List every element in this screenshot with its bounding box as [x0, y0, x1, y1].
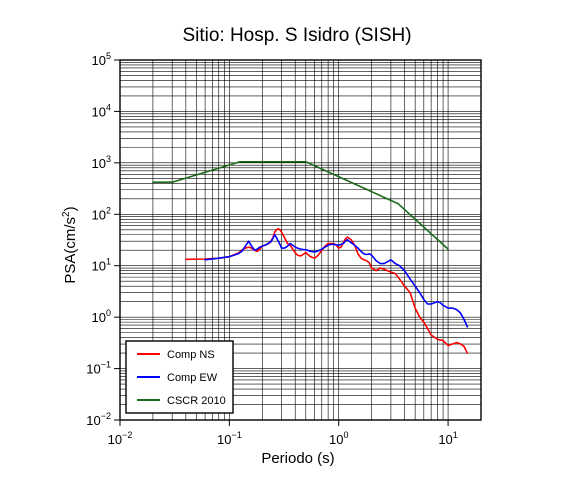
- y-tick-label-base: 10: [92, 156, 106, 171]
- chart-grid: [119, 59, 482, 421]
- x-tick-label: 10−2: [108, 430, 133, 447]
- legend-label: Comp NS: [167, 349, 215, 361]
- x-tick-label-base: 10: [108, 432, 122, 447]
- chart-series: [152, 160, 469, 354]
- legend-label: CSCR 2010: [167, 395, 226, 407]
- y-tick-label: 104: [92, 102, 111, 119]
- chart-title: Sitio: Hosp. S Isidro (SISH): [182, 25, 411, 46]
- x-tick-label: 100: [329, 430, 348, 447]
- series-line-1: [185, 228, 469, 354]
- y-tick-label-exponent: −2: [101, 411, 111, 421]
- series-line-2: [204, 233, 469, 328]
- legend-entries: Comp NS Comp EW CSCR 2010: [137, 349, 226, 407]
- y-tick-label: 105: [92, 51, 111, 68]
- y-tick-label-exponent: 1: [106, 257, 111, 267]
- y-axis-label: PSA(cm/s2): [61, 206, 79, 283]
- chart-legend: Comp NS Comp EW CSCR 2010: [125, 340, 234, 414]
- x-tick-label: 101: [438, 430, 457, 447]
- x-axis-label: Periodo (s): [261, 450, 334, 467]
- x-tick-label-base: 10: [329, 432, 343, 447]
- x-tick-label: 10−1: [217, 430, 242, 447]
- y-tick-label: 10−2: [86, 411, 111, 428]
- y-tick-label: 103: [92, 154, 111, 171]
- y-tick-label: 101: [92, 257, 111, 274]
- x-tick-label-exponent: −2: [122, 430, 132, 440]
- y-tick-label-base: 10: [92, 259, 106, 274]
- y-tick-label-base: 10: [92, 104, 106, 119]
- y-tick-label: 10−1: [86, 360, 111, 377]
- y-tick-label-base: 10: [92, 207, 106, 222]
- y-axis-label-base: PSA(cm/s: [62, 217, 79, 284]
- x-tick-label-base: 10: [438, 432, 452, 447]
- plot-area-frame: [119, 59, 482, 421]
- y-tick-label-exponent: −1: [101, 360, 111, 370]
- y-tick-label-exponent: 4: [106, 102, 111, 112]
- x-tick-label-exponent: −1: [231, 430, 241, 440]
- axis-ticks: [114, 59, 449, 426]
- x-tick-label-base: 10: [217, 432, 231, 447]
- y-tick-label-exponent: 0: [106, 308, 111, 318]
- y-tick-label: 102: [92, 205, 111, 222]
- x-tick-label-exponent: 0: [343, 430, 348, 440]
- y-tick-label-base: 10: [86, 362, 100, 377]
- y-axis-label-close: ): [62, 206, 79, 211]
- y-tick-label-base: 10: [92, 310, 106, 325]
- y-tick-label: 100: [92, 308, 111, 325]
- x-tick-label-exponent: 1: [453, 430, 458, 440]
- y-tick-label-exponent: 3: [106, 154, 111, 164]
- y-tick-label-exponent: 2: [106, 205, 111, 215]
- y-axis-label-superscript: 2: [61, 211, 72, 217]
- y-tick-label-exponent: 5: [106, 51, 111, 61]
- y-tick-label-base: 10: [92, 53, 106, 68]
- series-line-3: [152, 160, 449, 250]
- legend-label: Comp EW: [167, 372, 218, 384]
- y-tick-label-base: 10: [86, 413, 100, 428]
